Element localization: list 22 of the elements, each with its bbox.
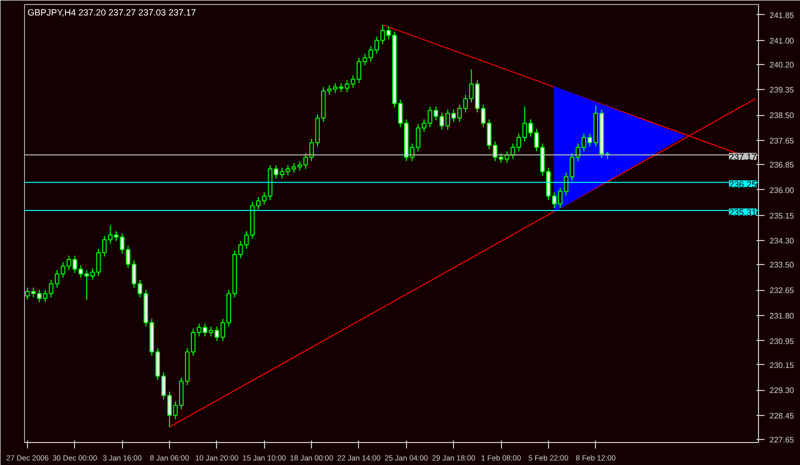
y-tick-label: 231.80: [770, 311, 795, 320]
y-tick-label: 232.65: [770, 286, 795, 296]
y-tick-label: 237.65: [770, 136, 795, 146]
y-tick-label: 228.45: [770, 412, 795, 421]
ref-line-label: 236.25: [728, 179, 757, 190]
y-tick-label: 230.95: [770, 336, 795, 346]
y-tick-label: 238.50: [770, 111, 795, 120]
y-tick-label: 233.50: [770, 260, 795, 270]
y-tick-label: 236.85: [770, 160, 795, 170]
y-tick-label: 235.15: [770, 211, 795, 220]
y-tick-label: 229.30: [770, 386, 795, 396]
y-tick-label: 236.00: [770, 186, 795, 195]
y-tick-label: 241.85: [770, 10, 795, 20]
y-tick-label: 234.30: [770, 236, 795, 246]
y-tick-label: 239.35: [770, 86, 795, 95]
y-tick-label: 240.20: [770, 60, 795, 70]
ref-line-label: 237.17: [728, 152, 757, 162]
y-tick-label: 241.00: [770, 36, 795, 46]
y-tick-label: 227.65: [770, 436, 795, 445]
chart-title: GBPJPY,H4 237.20 237.27 237.03 237.17: [28, 8, 196, 18]
y-tick-label: 230.15: [770, 360, 795, 370]
ref-line-label: 235.31: [728, 207, 757, 218]
